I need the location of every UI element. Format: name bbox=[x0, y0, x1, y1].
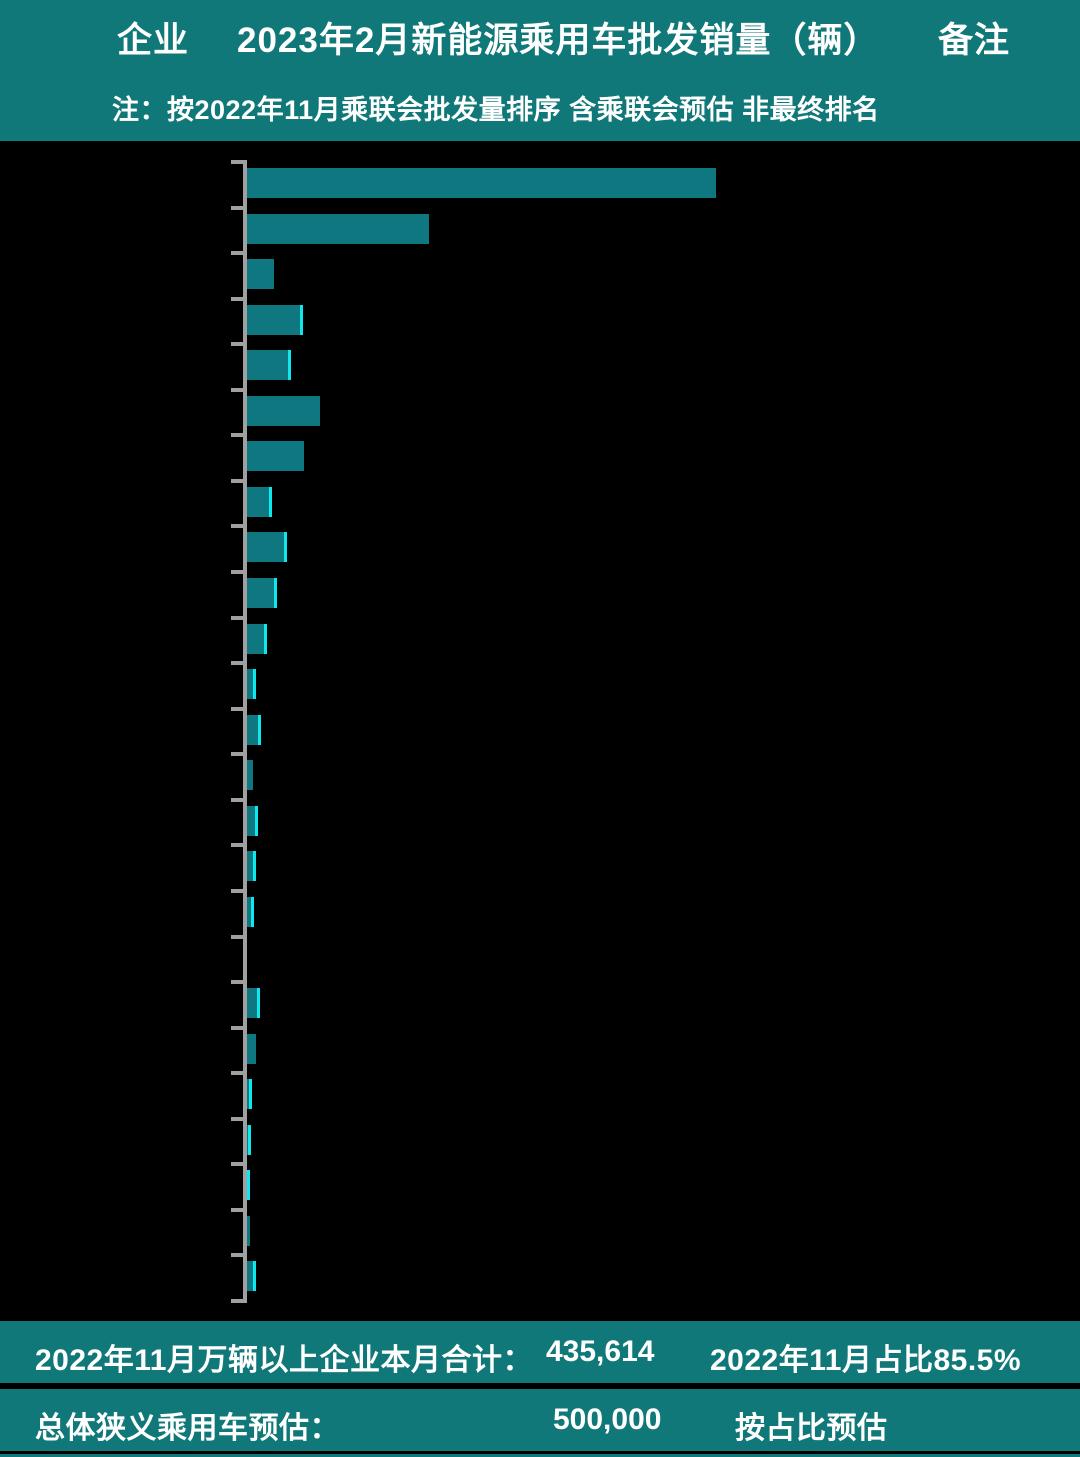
footer-divider bbox=[0, 1383, 1080, 1389]
axis-tick bbox=[231, 1162, 244, 1167]
axis-tick bbox=[231, 1207, 244, 1212]
bar bbox=[247, 441, 304, 472]
axis-tick bbox=[231, 387, 244, 392]
axis-tick bbox=[231, 1299, 244, 1303]
bar bbox=[247, 805, 258, 836]
axis-tick bbox=[231, 342, 244, 347]
bar bbox=[247, 896, 254, 927]
bar bbox=[247, 1261, 256, 1292]
axis-tick bbox=[231, 1071, 244, 1076]
axis-tick bbox=[231, 1025, 244, 1030]
axis-tick bbox=[231, 570, 244, 575]
footer-estimate-value: 500,000 bbox=[553, 1403, 662, 1436]
footer-estimate-label: 总体狭义乘用车预估： bbox=[35, 1412, 340, 1445]
footer-bottom-sliver bbox=[0, 1454, 1080, 1457]
axis-tick bbox=[231, 524, 244, 529]
axis-tick bbox=[231, 160, 244, 164]
axis-tick bbox=[231, 661, 244, 666]
page-title: 2023年2月新能源乘用车批发销量（辆） bbox=[237, 21, 880, 60]
title-row: 企业 2023年2月新能源乘用车批发销量（辆） 备注 bbox=[0, 12, 1080, 60]
bar bbox=[247, 1079, 252, 1110]
axis-tick bbox=[231, 615, 244, 620]
bar bbox=[247, 1170, 250, 1201]
footer-total-value: 435,614 bbox=[546, 1335, 655, 1368]
axis-tick bbox=[231, 934, 244, 939]
axis-tick bbox=[231, 205, 244, 210]
footer-estimate-basis: 按占比预估 bbox=[735, 1412, 888, 1445]
axis-tick bbox=[231, 1116, 244, 1121]
header-band: 企业 2023年2月新能源乘用车批发销量（辆） 备注 注：按2022年11月乘联… bbox=[0, 0, 1080, 141]
axis-tick bbox=[231, 478, 244, 483]
bar bbox=[247, 213, 429, 244]
axis-tick bbox=[231, 797, 244, 802]
bar bbox=[247, 714, 261, 745]
header-col-note: 备注 bbox=[938, 21, 1011, 60]
bar bbox=[247, 304, 303, 335]
bar bbox=[247, 760, 253, 791]
footer-share-text: 2022年11月占比85.5% bbox=[710, 1344, 1022, 1377]
bar bbox=[247, 623, 267, 654]
bar bbox=[247, 669, 256, 700]
axis-tick bbox=[231, 251, 244, 256]
bar bbox=[247, 259, 274, 290]
bar bbox=[247, 1124, 251, 1155]
bar bbox=[247, 486, 272, 517]
footer-estimate-row: 总体狭义乘用车预估： 500,000 按占比预估 bbox=[0, 1389, 1080, 1451]
footer-bottom-line bbox=[0, 1451, 1080, 1454]
bar bbox=[247, 532, 287, 563]
axis-tick bbox=[231, 1253, 244, 1258]
axis-tick bbox=[231, 843, 244, 848]
axis-tick bbox=[231, 296, 244, 301]
bar bbox=[247, 851, 256, 882]
footer-total-row: 2022年11月万辆以上企业本月合计： 435,614 2022年11月占比85… bbox=[0, 1321, 1080, 1383]
header-col-company: 企业 bbox=[117, 21, 190, 60]
sorting-note: 注：按2022年11月乘联会批发量排序 含乘联会预估 非最终排名 bbox=[112, 95, 880, 125]
axis-tick bbox=[231, 888, 244, 893]
bar-chart bbox=[0, 141, 1080, 1321]
bar bbox=[247, 1033, 256, 1064]
bar bbox=[247, 168, 716, 198]
bar bbox=[247, 395, 320, 426]
axis-tick bbox=[231, 752, 244, 757]
axis-tick bbox=[231, 980, 244, 985]
footer-total-label: 2022年11月万辆以上企业本月合计： bbox=[35, 1344, 533, 1377]
y-axis-line bbox=[243, 160, 247, 1303]
bar bbox=[247, 578, 277, 609]
bar bbox=[247, 988, 260, 1019]
bar bbox=[247, 1215, 250, 1246]
axis-tick bbox=[231, 706, 244, 711]
bar bbox=[247, 350, 291, 381]
axis-tick bbox=[231, 433, 244, 438]
